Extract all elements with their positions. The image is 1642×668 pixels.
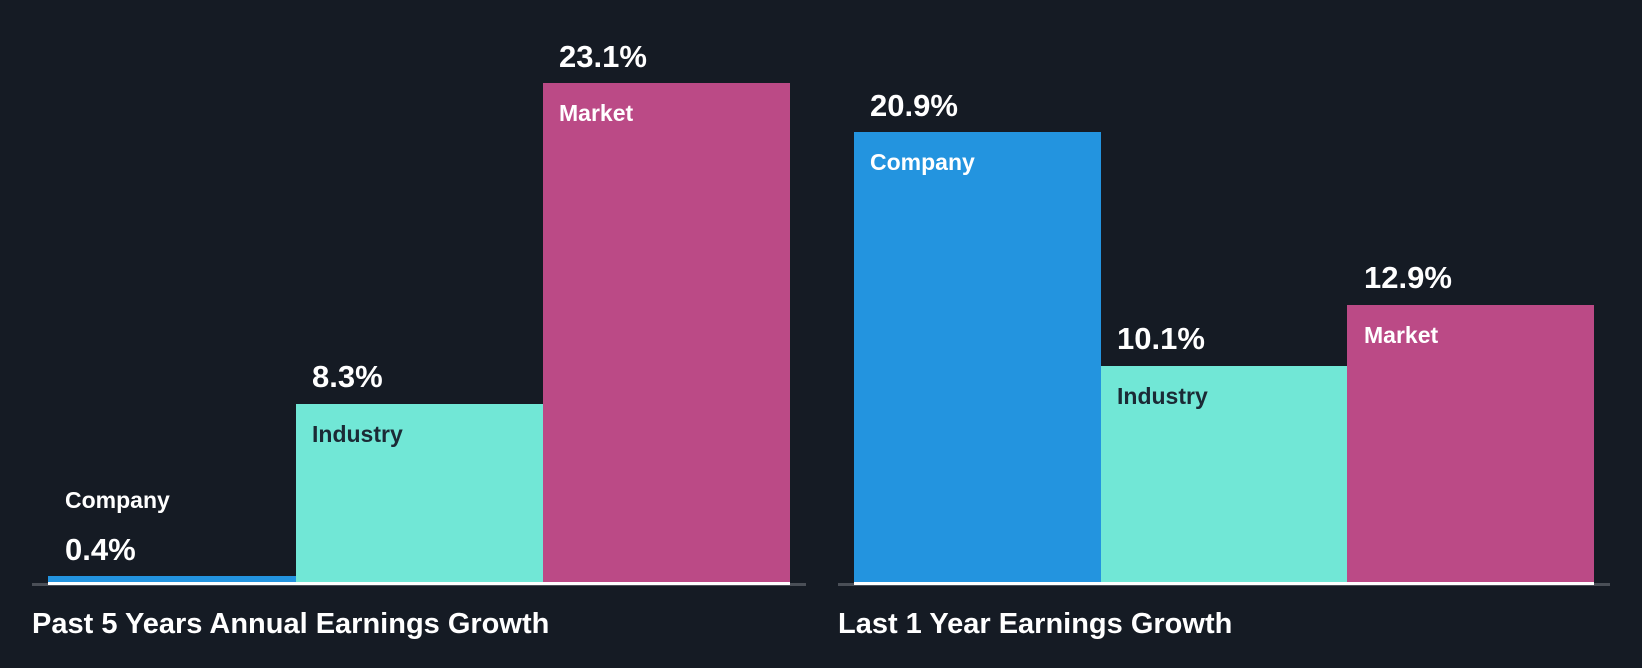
bar-baseline bbox=[1347, 582, 1594, 585]
bar-label-market: Market bbox=[559, 100, 634, 126]
bar-baseline bbox=[543, 582, 790, 585]
bar-industry bbox=[1101, 366, 1347, 585]
bar-baseline bbox=[854, 582, 1101, 585]
bar-value-industry: 8.3% bbox=[312, 359, 383, 394]
bar-market bbox=[543, 83, 790, 585]
bar-label-industry: Industry bbox=[1117, 383, 1208, 409]
past-5-years-chart: Company 0.4% 8.3% Industry 23.1% Market … bbox=[0, 0, 820, 668]
bar-baseline bbox=[296, 582, 543, 585]
bar-company bbox=[854, 132, 1101, 585]
bar-market bbox=[1347, 305, 1594, 585]
bar-value-company: 20.9% bbox=[870, 88, 958, 123]
chart-title: Last 1 Year Earnings Growth bbox=[838, 608, 1233, 640]
bar-label-industry: Industry bbox=[312, 421, 403, 447]
bar-industry bbox=[296, 404, 543, 585]
bar-value-market: 12.9% bbox=[1364, 260, 1452, 295]
bar-label-company: Company bbox=[870, 149, 975, 175]
bar-value-market: 23.1% bbox=[559, 39, 647, 74]
bar-label-market: Market bbox=[1364, 322, 1439, 348]
chart-title: Past 5 Years Annual Earnings Growth bbox=[32, 608, 550, 640]
bar-value-company: 0.4% bbox=[65, 532, 136, 567]
bar-company bbox=[48, 576, 296, 585]
bar-value-industry: 10.1% bbox=[1117, 321, 1205, 356]
bar-baseline bbox=[1101, 582, 1347, 585]
bar-baseline bbox=[48, 582, 296, 585]
bar-label-company: Company bbox=[65, 487, 170, 513]
